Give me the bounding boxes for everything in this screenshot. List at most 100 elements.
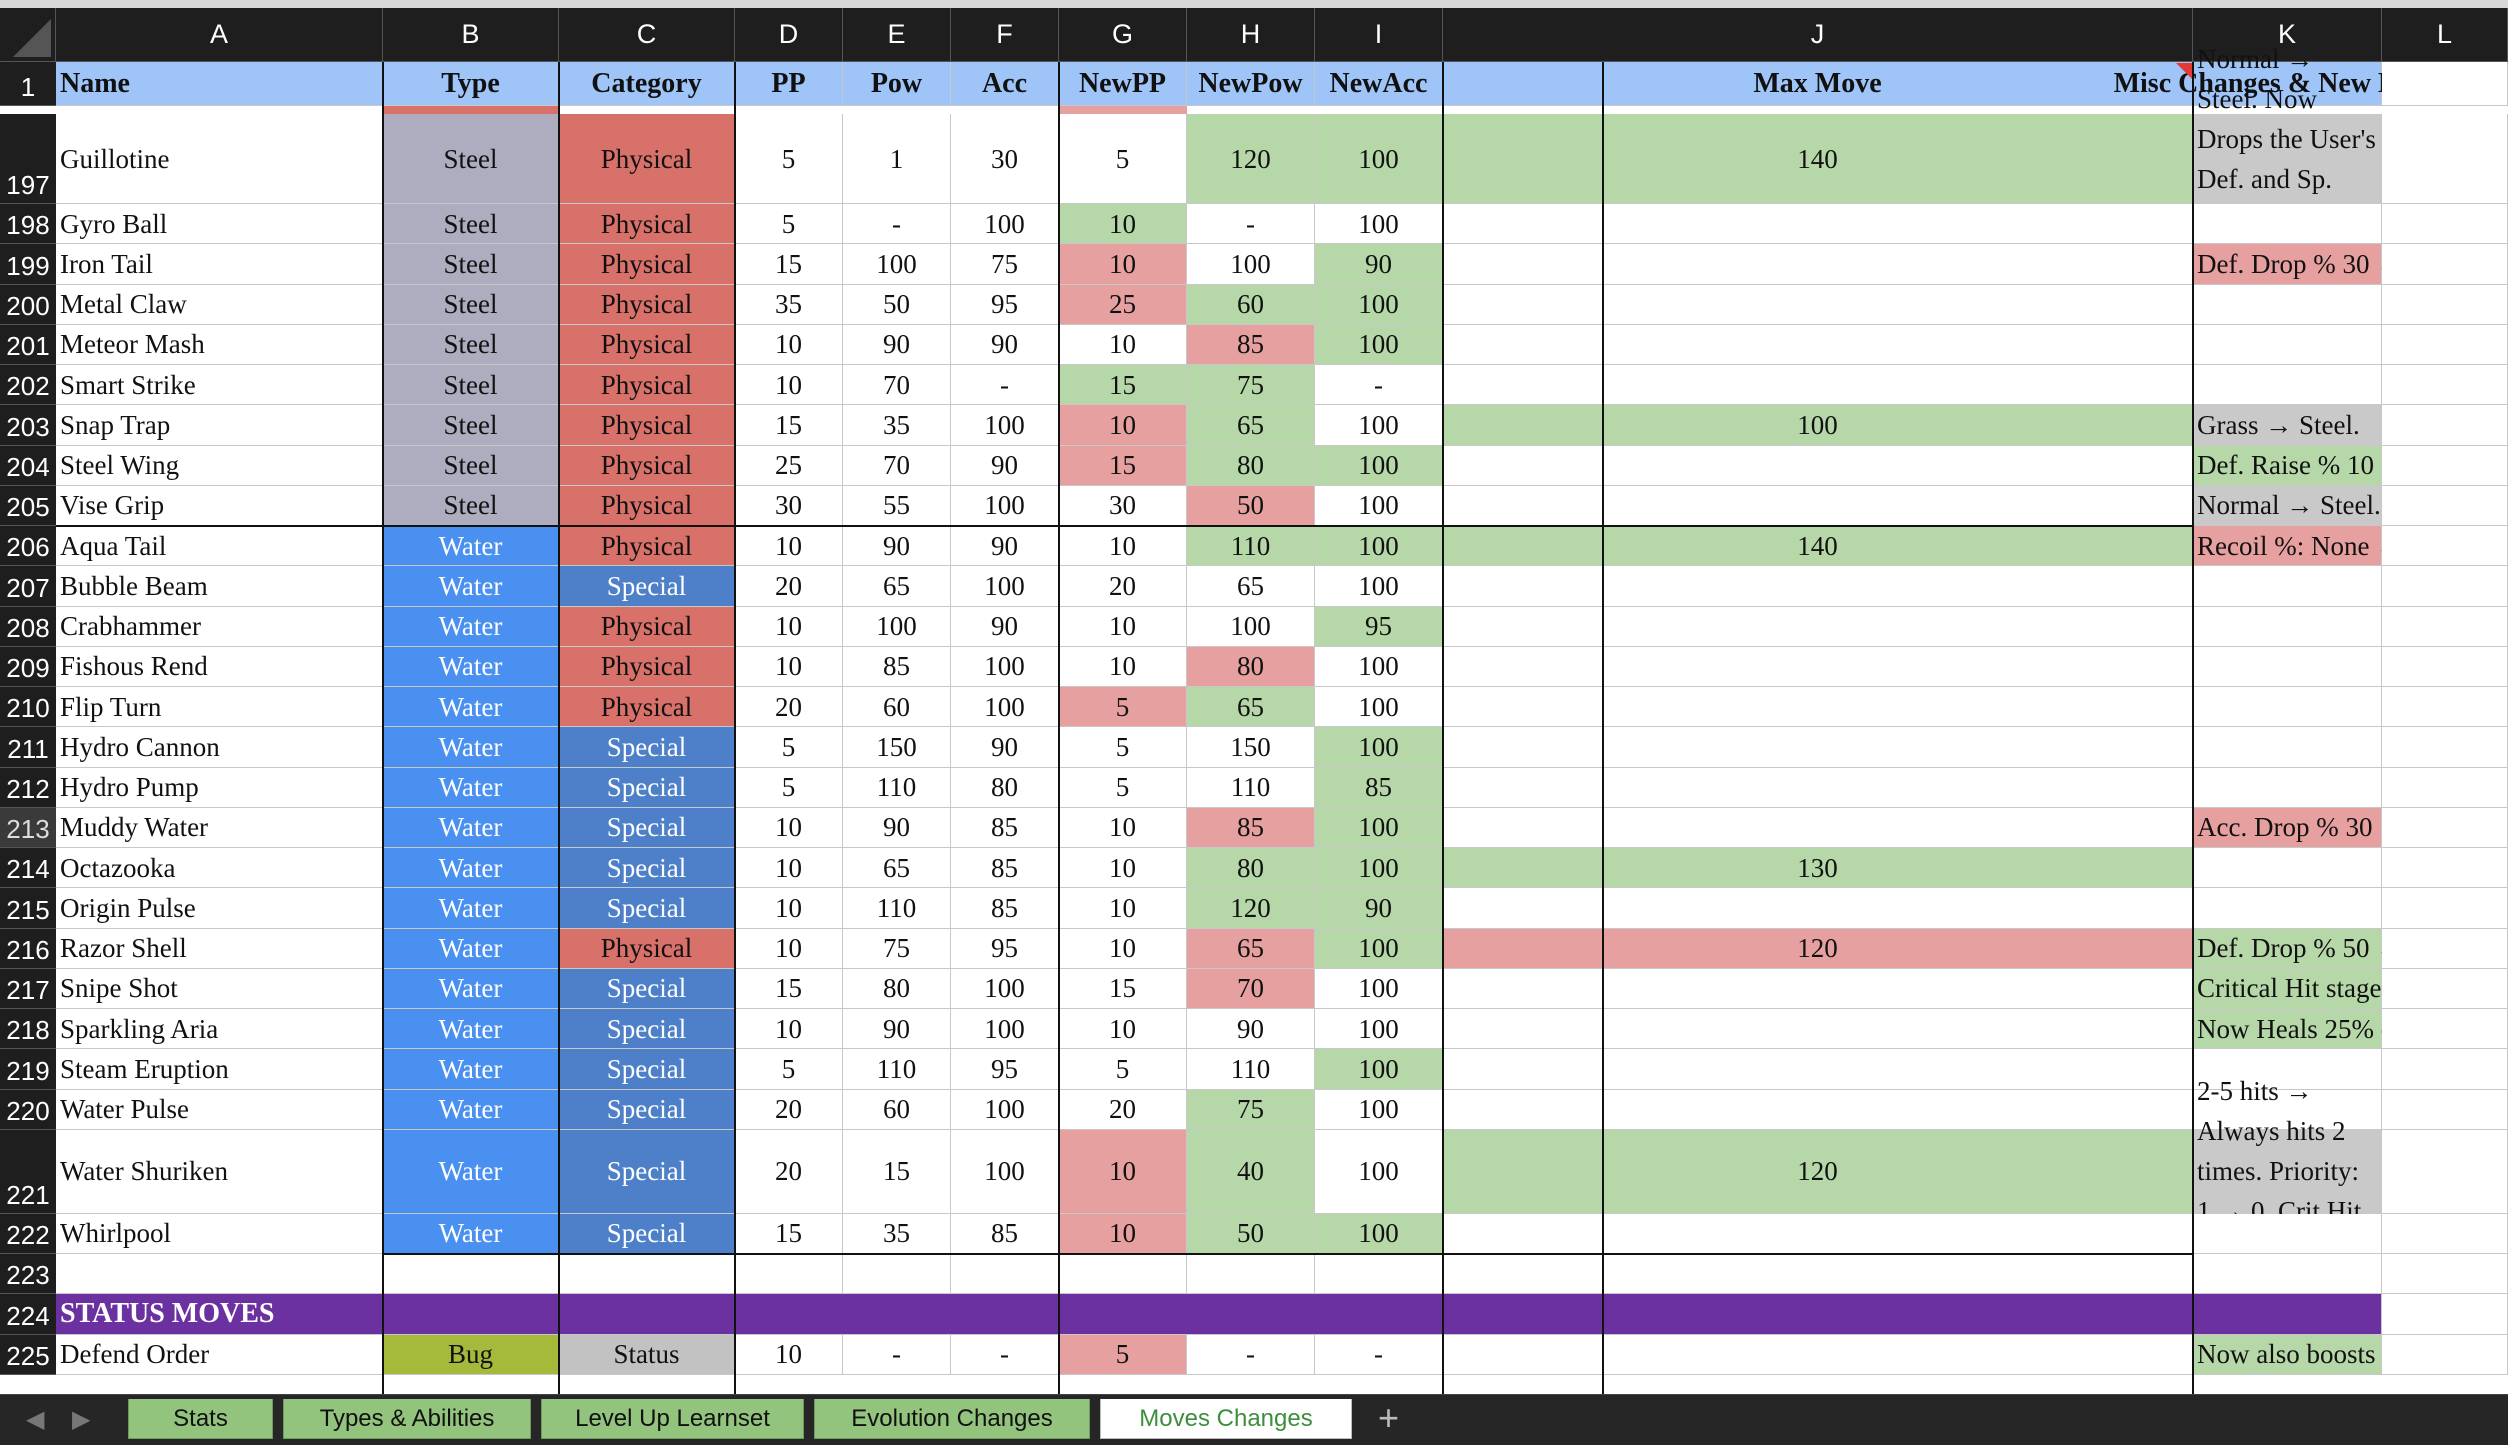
new-power-cell[interactable]: 110 bbox=[1187, 767, 1315, 808]
new-accuracy-cell[interactable]: - bbox=[1315, 365, 1443, 406]
move-name-cell[interactable]: Razor Shell bbox=[56, 928, 383, 969]
new-power-cell[interactable]: 80 bbox=[1187, 848, 1315, 889]
section-title[interactable]: STATUS MOVES bbox=[56, 1294, 383, 1335]
accuracy-cell[interactable]: 100 bbox=[951, 566, 1059, 607]
row-header[interactable]: 223 bbox=[0, 1254, 56, 1295]
max-move-cell[interactable] bbox=[1443, 204, 2193, 245]
max-move-cell[interactable] bbox=[1443, 365, 2193, 406]
column-header-i[interactable]: I bbox=[1315, 8, 1443, 62]
accuracy-cell[interactable]: 90 bbox=[951, 324, 1059, 365]
power-cell[interactable]: 35 bbox=[843, 1213, 951, 1254]
new-power-cell[interactable]: 85 bbox=[1187, 807, 1315, 848]
pp-cell[interactable]: 5 bbox=[735, 114, 843, 204]
pp-cell[interactable]: 10 bbox=[735, 888, 843, 929]
type-cell[interactable]: Water bbox=[383, 1049, 559, 1090]
table-cell[interactable] bbox=[2382, 928, 2508, 969]
misc-changes-cell[interactable] bbox=[2193, 1089, 2382, 1130]
pp-cell[interactable]: 10 bbox=[735, 928, 843, 969]
misc-changes-cell[interactable] bbox=[2193, 1049, 2382, 1090]
misc-changes-cell[interactable] bbox=[2193, 727, 2382, 768]
type-cell[interactable]: Steel bbox=[383, 324, 559, 365]
max-move-cell[interactable] bbox=[1443, 1009, 2193, 1050]
misc-changes-cell[interactable] bbox=[2193, 767, 2382, 808]
new-accuracy-cell[interactable]: 100 bbox=[1315, 727, 1443, 768]
table-cell[interactable] bbox=[2382, 284, 2508, 325]
new-power-cell[interactable]: 75 bbox=[1187, 1089, 1315, 1130]
power-cell[interactable]: 90 bbox=[843, 807, 951, 848]
misc-changes-cell[interactable]: Now Heals 25% of the damage inflicted. bbox=[2193, 1009, 2508, 1050]
new-pp-cell[interactable]: 5 bbox=[1059, 1049, 1187, 1090]
max-move-cell[interactable] bbox=[1443, 1213, 2193, 1254]
accuracy-cell[interactable]: 85 bbox=[951, 888, 1059, 929]
misc-changes-cell[interactable] bbox=[2193, 888, 2382, 929]
misc-changes-cell[interactable]: Acc. Drop % 30 → 10 bbox=[2193, 807, 2440, 848]
new-accuracy-cell[interactable]: 100 bbox=[1315, 445, 1443, 486]
category-cell[interactable]: Physical bbox=[559, 928, 735, 969]
category-cell[interactable]: Status bbox=[559, 1334, 735, 1375]
new-pp-cell[interactable]: 5 bbox=[1059, 767, 1187, 808]
new-accuracy-cell[interactable]: 100 bbox=[1315, 566, 1443, 607]
category-cell[interactable]: Physical bbox=[559, 526, 735, 567]
category-cell[interactable]: Special bbox=[559, 1089, 735, 1130]
move-name-cell[interactable]: Water Pulse bbox=[56, 1089, 383, 1130]
header-cell-f[interactable]: Acc bbox=[951, 62, 1059, 106]
pp-cell[interactable]: 5 bbox=[735, 204, 843, 245]
move-name-cell[interactable]: Snap Trap bbox=[56, 405, 383, 446]
table-cell[interactable] bbox=[2382, 324, 2508, 365]
new-power-cell[interactable]: 150 bbox=[1187, 727, 1315, 768]
new-accuracy-cell[interactable]: 100 bbox=[1315, 848, 1443, 889]
header-cell-l[interactable] bbox=[2382, 62, 2508, 106]
new-pp-cell[interactable]: 10 bbox=[1059, 807, 1187, 848]
new-pp-cell[interactable]: 10 bbox=[1059, 1213, 1187, 1254]
power-cell[interactable]: 110 bbox=[843, 1049, 951, 1090]
accuracy-cell[interactable]: 75 bbox=[951, 244, 1059, 285]
table-cell[interactable] bbox=[2382, 1254, 2508, 1295]
accuracy-cell[interactable]: 100 bbox=[951, 687, 1059, 728]
table-cell[interactable] bbox=[2382, 1089, 2508, 1130]
new-power-cell[interactable]: 65 bbox=[1187, 405, 1315, 446]
new-power-cell[interactable]: - bbox=[1187, 1334, 1315, 1375]
new-accuracy-cell[interactable]: 90 bbox=[1315, 888, 1443, 929]
table-cell[interactable] bbox=[2382, 1294, 2508, 1335]
table-cell[interactable] bbox=[2382, 767, 2508, 808]
pp-cell[interactable]: 10 bbox=[735, 807, 843, 848]
header-cell-j[interactable]: Max Move bbox=[1443, 62, 2193, 106]
pp-cell[interactable]: 20 bbox=[735, 566, 843, 607]
move-name-cell[interactable]: Steel Wing bbox=[56, 445, 383, 486]
tab-stats[interactable]: Stats bbox=[128, 1399, 273, 1439]
table-cell[interactable] bbox=[2382, 1009, 2508, 1050]
move-name-cell[interactable]: Steam Eruption bbox=[56, 1049, 383, 1090]
table-cell[interactable] bbox=[2382, 244, 2508, 285]
row-header[interactable]: 208 bbox=[0, 606, 56, 647]
new-power-cell[interactable]: 100 bbox=[1187, 244, 1315, 285]
accuracy-cell[interactable]: 85 bbox=[951, 1213, 1059, 1254]
tab-types-abilities[interactable]: Types & Abilities bbox=[283, 1399, 531, 1439]
power-cell[interactable]: 15 bbox=[843, 1129, 951, 1214]
power-cell[interactable]: 100 bbox=[843, 244, 951, 285]
pp-cell[interactable]: 25 bbox=[735, 445, 843, 486]
move-name-cell[interactable]: Iron Tail bbox=[56, 244, 383, 285]
misc-changes-cell[interactable]: Now also boosts the User's Evasiveness bbox=[2193, 1334, 2508, 1375]
power-cell[interactable]: 70 bbox=[843, 445, 951, 486]
max-move-cell[interactable] bbox=[1443, 687, 2193, 728]
header-cell-d[interactable]: PP bbox=[735, 62, 843, 106]
row-header[interactable]: 200 bbox=[0, 284, 56, 325]
table-cell[interactable] bbox=[2382, 848, 2508, 889]
table-cell[interactable] bbox=[951, 1254, 1059, 1295]
new-power-cell[interactable]: 50 bbox=[1187, 1213, 1315, 1254]
category-cell[interactable]: Special bbox=[559, 1049, 735, 1090]
row-header[interactable]: 212 bbox=[0, 767, 56, 808]
new-accuracy-cell[interactable]: 100 bbox=[1315, 405, 1443, 446]
row-header[interactable]: 197 bbox=[0, 114, 56, 204]
max-move-cell[interactable] bbox=[1443, 1334, 2193, 1375]
table-cell[interactable] bbox=[2193, 1254, 2382, 1295]
power-cell[interactable]: 35 bbox=[843, 405, 951, 446]
accuracy-cell[interactable]: 90 bbox=[951, 606, 1059, 647]
header-cell-a[interactable]: Name bbox=[56, 62, 383, 106]
power-cell[interactable]: 70 bbox=[843, 365, 951, 406]
max-move-cell[interactable] bbox=[1443, 1049, 2193, 1090]
power-cell[interactable]: 100 bbox=[843, 606, 951, 647]
type-cell[interactable]: Water bbox=[383, 1129, 559, 1214]
move-name-cell[interactable]: Octazooka bbox=[56, 848, 383, 889]
table-cell[interactable] bbox=[2382, 1049, 2508, 1090]
